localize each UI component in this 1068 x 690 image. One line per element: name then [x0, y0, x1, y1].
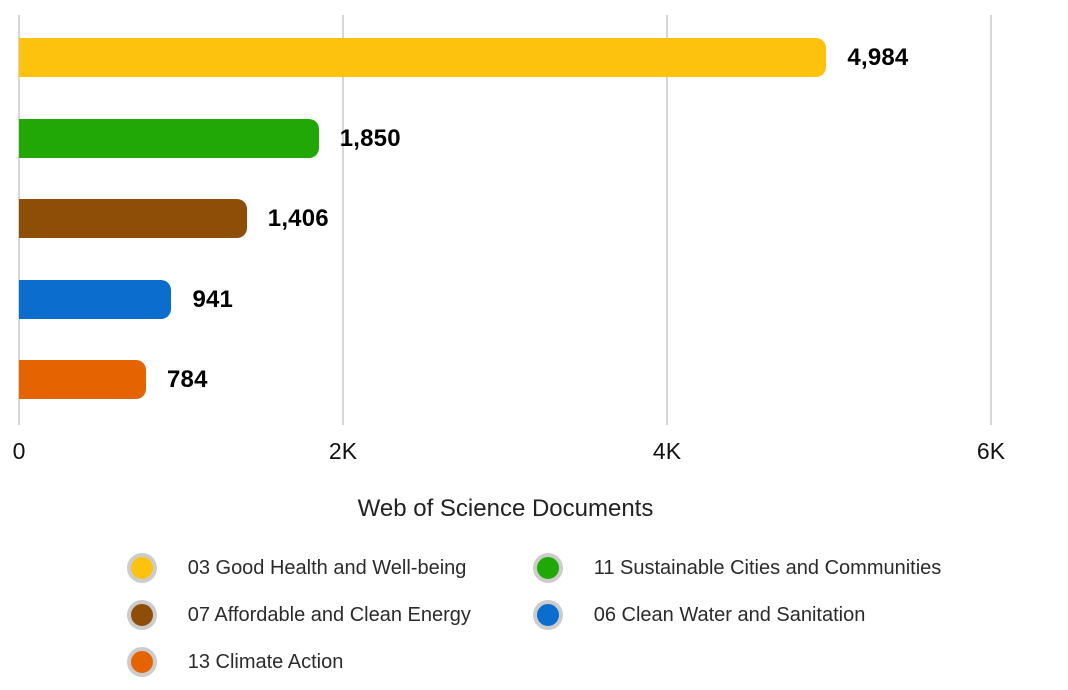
x-tick-label: 4K [652, 438, 682, 464]
x-tick-label: 6K [976, 438, 1006, 464]
legend-item[interactable]: 07 Affordable and Clean Energy [126, 600, 527, 630]
bar[interactable] [19, 360, 146, 399]
legend-item[interactable]: 06 Clean Water and Sanitation [532, 600, 942, 630]
legend-color-dot-icon [126, 553, 157, 583]
legend: 03 Good Health and Well-being 11 Sustaina… [0, 553, 1068, 677]
bar-value-label: 4,984 [847, 44, 909, 71]
legend-item[interactable]: 13 Climate Action [126, 647, 527, 677]
legend-item-label: 11 Sustainable Cities and Communities [593, 557, 942, 579]
plot-area: 4,984 1,850 1,406 941 784 [18, 15, 1049, 425]
legend-item-label: 03 Good Health and Well-being [187, 557, 467, 579]
bar-value-label: 1,406 [267, 205, 329, 232]
grid-line [990, 15, 992, 425]
bar[interactable] [19, 118, 319, 158]
legend-color-dot-icon [532, 600, 563, 630]
x-tick-label: 0 [12, 438, 26, 464]
legend-item[interactable]: 11 Sustainable Cities and Communities [532, 553, 942, 583]
legend-color-dot-icon [532, 553, 563, 583]
legend-item-label: 06 Clean Water and Sanitation [593, 604, 866, 626]
bar[interactable] [19, 199, 247, 238]
bar-value-label: 1,850 [339, 124, 401, 152]
bar[interactable] [19, 279, 172, 319]
grid-line [666, 15, 668, 425]
bar-value-label: 941 [192, 285, 234, 313]
x-axis-title: Web of Science Documents [357, 495, 654, 522]
grid-line [342, 15, 344, 425]
legend-item-label: 13 Climate Action [187, 651, 344, 673]
x-axis-ticks: 0 2K 4K 6K [13, 438, 1005, 468]
bar-value-label: 784 [167, 366, 208, 393]
legend-item[interactable]: 03 Good Health and Well-being [126, 553, 527, 583]
legend-color-dot-icon [126, 600, 157, 630]
bar[interactable] [19, 38, 827, 77]
legend-item-label: 07 Affordable and Clean Energy [187, 604, 471, 626]
legend-color-dot-icon [126, 647, 157, 677]
x-tick-label: 2K [328, 438, 358, 464]
